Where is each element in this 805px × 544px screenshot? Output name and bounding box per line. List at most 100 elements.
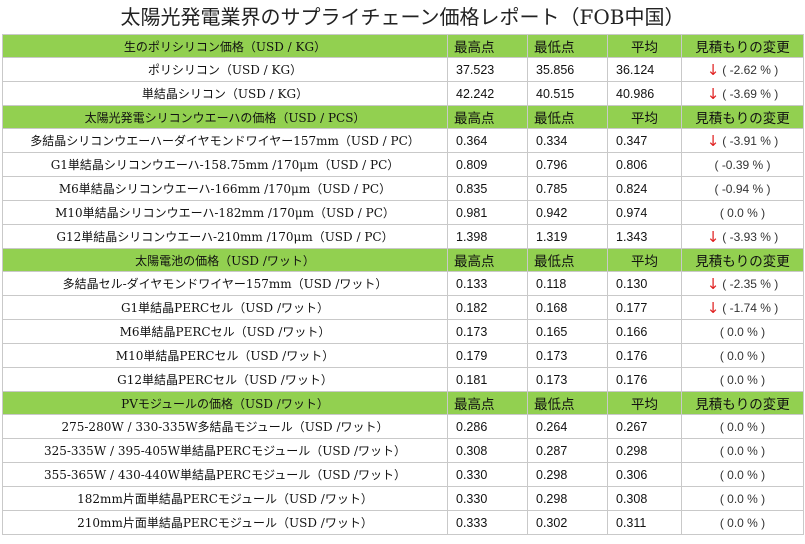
high-price: 0.179 — [447, 343, 528, 368]
column-header-low: 最低点 — [527, 248, 608, 272]
table-row: 単結晶シリコン（USD / KG） 42.242 40.515 40.986 ↓( -3… — [2, 81, 804, 106]
high-price: 0.330 — [447, 462, 528, 487]
avg-price: 0.311 — [607, 510, 682, 535]
price-change-value: ( -3.69 % ) — [722, 86, 779, 101]
high-price: 0.330 — [447, 486, 528, 511]
avg-price: 0.347 — [607, 128, 682, 153]
low-price: 0.264 — [527, 414, 608, 439]
price-change-cell: ↓( -2.35 % ) — [681, 271, 804, 296]
price-table: 生のポリシリコン価格（USD / KG） 最高点 最低点 平均 見積もりの変更 ポリシリコ… — [2, 34, 804, 535]
price-change-value: ( 0.0 % ) — [719, 205, 766, 220]
avg-price: 0.166 — [607, 319, 682, 344]
section-header: 太陽電池の価格（USD /ワット） — [2, 248, 448, 272]
down-arrow-icon: ↓ — [706, 60, 720, 79]
high-price: 0.835 — [447, 176, 528, 201]
price-change-value: ( -2.35 % ) — [722, 276, 779, 291]
low-price: 0.298 — [527, 462, 608, 487]
price-change-value: ( 0.0 % ) — [719, 467, 766, 482]
product-name: M10単結晶シリコンウエーハ-182mm /170μm（USD / PC） — [2, 200, 448, 225]
high-price: 0.133 — [447, 271, 528, 296]
column-header-change: 見積もりの変更 — [681, 248, 804, 272]
product-name: M10単結晶PERCセル（USD /ワット） — [2, 343, 448, 368]
down-arrow-icon: ↓ — [706, 298, 720, 317]
price-change-cell: ( 0.0 % ) — [681, 319, 804, 344]
low-price: 0.785 — [527, 176, 608, 201]
table-row: G1単結晶シリコンウエーハ-158.75mm /170μm（USD / PC） 0… — [2, 152, 804, 177]
product-name: 182mm片面単結晶PERCモジュール（USD /ワット） — [2, 486, 448, 511]
avg-price: 0.267 — [607, 414, 682, 439]
price-change-cell: ( -0.39 % ) — [681, 152, 804, 177]
table-row: 210mm片面単結晶PERCモジュール（USD /ワット） 0.333 0.302 0… — [2, 510, 804, 535]
product-name: G1単結晶シリコンウエーハ-158.75mm /170μm（USD / PC） — [2, 152, 448, 177]
avg-price: 40.986 — [607, 81, 682, 106]
column-header-high: 最高点 — [447, 105, 528, 129]
price-change-cell: ↓( -3.69 % ) — [681, 81, 804, 106]
product-name: 多結晶シリコンウエーハーダイヤモンドワイヤー157mm（USD / PC） — [2, 128, 448, 153]
low-price: 0.168 — [527, 295, 608, 320]
high-price: 0.333 — [447, 510, 528, 535]
table-row: G1単結晶PERCセル（USD /ワット） 0.182 0.168 0.177 ↓( -… — [2, 295, 804, 320]
price-change-cell: ↓( -2.62 % ) — [681, 57, 804, 82]
table-row: 多結晶セル-ダイヤモンドワイヤー157mm（USD /ワット） 0.133 0.11… — [2, 271, 804, 296]
price-change-value: ( -0.94 % ) — [714, 181, 771, 196]
price-change-cell: ↓( -1.74 % ) — [681, 295, 804, 320]
report-title: 太陽光発電業界のサプライチェーン価格レポート（FOB中国） — [120, 5, 685, 29]
low-price: 0.173 — [527, 343, 608, 368]
price-change-value: ( -2.62 % ) — [722, 62, 779, 77]
table-row: M10単結晶PERCセル（USD /ワット） 0.179 0.173 0.176 ( 0… — [2, 343, 804, 368]
column-header-change: 見積もりの変更 — [681, 105, 804, 129]
column-header-avg: 平均 — [607, 391, 682, 415]
low-price: 0.118 — [527, 271, 608, 296]
table-row: G12単結晶PERCセル（USD /ワット） 0.181 0.173 0.176 ( 0… — [2, 367, 804, 392]
high-price: 0.173 — [447, 319, 528, 344]
price-change-value: ( -1.74 % ) — [722, 300, 779, 315]
avg-price: 0.176 — [607, 343, 682, 368]
table-row: ポリシリコン（USD / KG） 37.523 35.856 36.124 ↓( -2.… — [2, 57, 804, 82]
column-header-high: 最高点 — [447, 248, 528, 272]
price-change-cell: ( 0.0 % ) — [681, 462, 804, 487]
product-name: G12単結晶シリコンウエーハ-210mm /170μm（USD / PC） — [2, 224, 448, 249]
price-change-value: ( 0.0 % ) — [719, 372, 766, 387]
column-header-high: 最高点 — [447, 34, 528, 58]
product-name: 多結晶セル-ダイヤモンドワイヤー157mm（USD /ワット） — [2, 271, 448, 296]
table-row: G12単結晶シリコンウエーハ-210mm /170μm（USD / PC） 1.3… — [2, 224, 804, 249]
high-price: 0.364 — [447, 128, 528, 153]
avg-price: 0.824 — [607, 176, 682, 201]
section-header: 生のポリシリコン価格（USD / KG） — [2, 34, 448, 58]
price-change-cell: ( 0.0 % ) — [681, 367, 804, 392]
product-name: M6単結晶シリコンウエーハ-166mm /170μm（USD / PC） — [2, 176, 448, 201]
avg-price: 0.974 — [607, 200, 682, 225]
table-row: M10単結晶シリコンウエーハ-182mm /170μm（USD / PC） 0.9… — [2, 200, 804, 225]
column-header-avg: 平均 — [607, 248, 682, 272]
low-price: 0.173 — [527, 367, 608, 392]
low-price: 1.319 — [527, 224, 608, 249]
price-change-value: ( 0.0 % ) — [719, 324, 766, 339]
high-price: 0.181 — [447, 367, 528, 392]
price-change-cell: ( 0.0 % ) — [681, 510, 804, 535]
high-price: 0.182 — [447, 295, 528, 320]
column-header-low: 最低点 — [527, 391, 608, 415]
price-change-value: ( -3.93 % ) — [722, 229, 779, 244]
section-header-row: PVモジュールの価格（USD /ワット） 最高点 最低点 平均 見積もりの変更 — [2, 391, 804, 415]
table-row: M6単結晶PERCセル（USD /ワット） 0.173 0.165 0.166 ( 0.… — [2, 319, 804, 344]
price-change-cell: ↓( -3.93 % ) — [681, 224, 804, 249]
price-change-value: ( 0.0 % ) — [719, 443, 766, 458]
price-change-cell: ( 0.0 % ) — [681, 438, 804, 463]
down-arrow-icon: ↓ — [706, 274, 720, 293]
column-header-avg: 平均 — [607, 105, 682, 129]
low-price: 0.942 — [527, 200, 608, 225]
avg-price: 0.308 — [607, 486, 682, 511]
table-row: 多結晶シリコンウエーハーダイヤモンドワイヤー157mm（USD / PC） 0.3… — [2, 128, 804, 153]
product-name: G12単結晶PERCセル（USD /ワット） — [2, 367, 448, 392]
column-header-change: 見積もりの変更 — [681, 34, 804, 58]
avg-price: 0.177 — [607, 295, 682, 320]
avg-price: 0.806 — [607, 152, 682, 177]
avg-price: 0.130 — [607, 271, 682, 296]
low-price: 0.796 — [527, 152, 608, 177]
column-header-avg: 平均 — [607, 34, 682, 58]
avg-price: 36.124 — [607, 57, 682, 82]
section-header: 太陽光発電シリコンウエーハの価格（USD / PCS） — [2, 105, 448, 129]
column-header-high: 最高点 — [447, 391, 528, 415]
low-price: 35.856 — [527, 57, 608, 82]
